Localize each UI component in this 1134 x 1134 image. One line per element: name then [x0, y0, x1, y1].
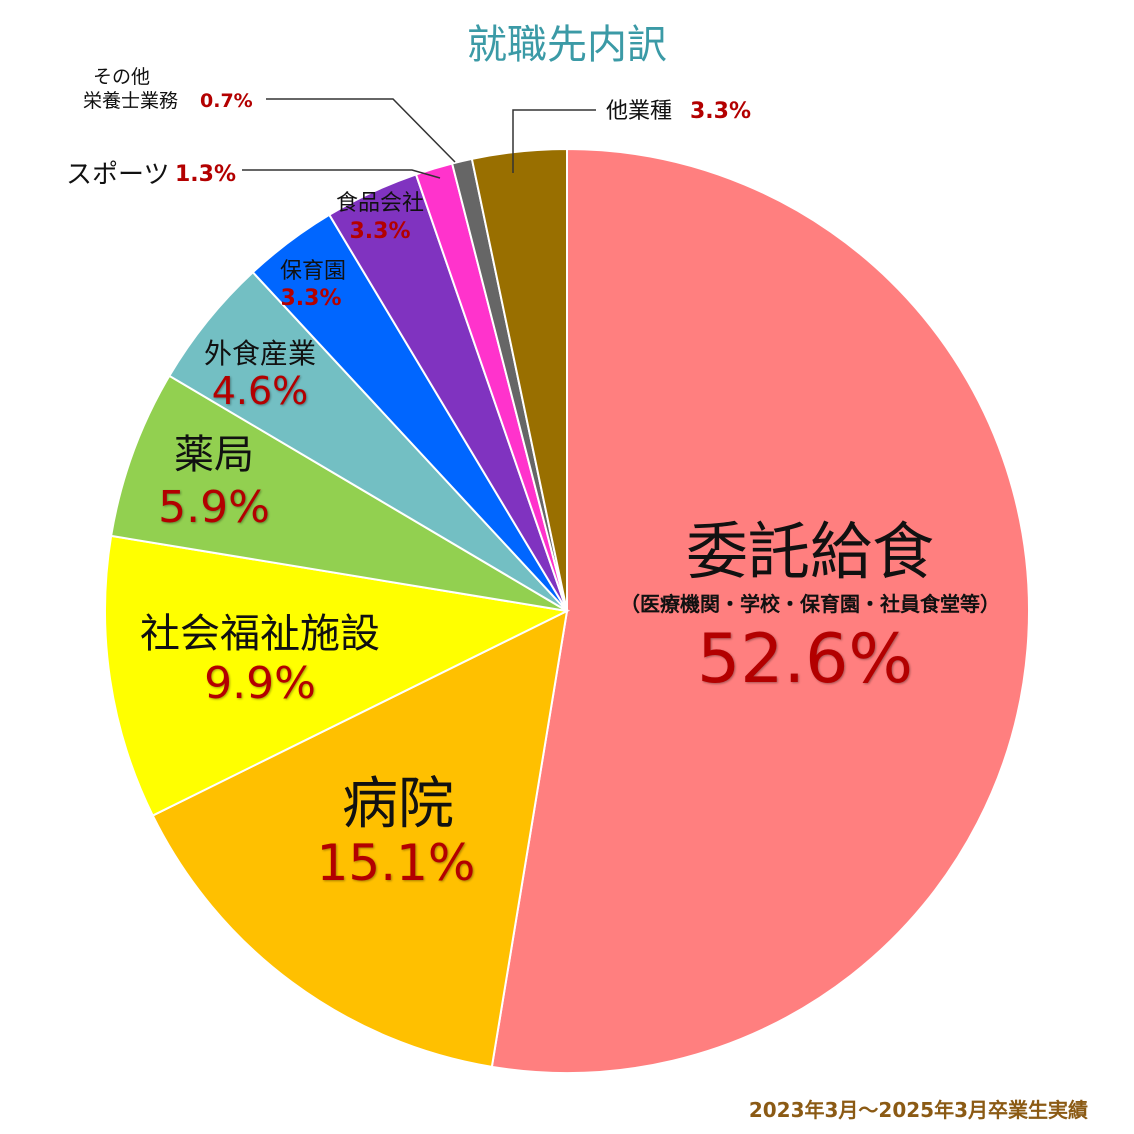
pct-gaishoku: 4.6%	[212, 369, 309, 413]
pct-sports: 1.3%	[175, 162, 236, 187]
pie-slice-2	[151, 609, 569, 1068]
leader-sonota	[266, 98, 456, 163]
label-tagyoshu: 他業種	[606, 99, 672, 124]
pie-slice-1	[490, 147, 1030, 1074]
leader-sports	[242, 169, 441, 179]
label-gaishoku: 外食産業	[204, 337, 316, 370]
label-yakkyoku: 薬局	[174, 432, 254, 478]
pct-itaku-kyushoku: 52.6%	[697, 620, 913, 699]
pie-slice-3	[104, 534, 571, 817]
pie-slices	[104, 147, 1030, 1074]
label-sports: スポーツ	[66, 160, 169, 190]
pie-slice-4	[110, 374, 568, 612]
label-sonota-line2: 栄養士業務	[83, 90, 178, 112]
pie-slice-10	[470, 147, 568, 612]
pct-yakkyoku: 5.9%	[158, 482, 270, 533]
pct-shakai-fukushi: 9.9%	[204, 658, 316, 709]
label-byoin: 病院	[342, 772, 454, 837]
pct-shokuhin: 3.3%	[349, 219, 410, 244]
label-itaku-kyushoku: 委託給食	[686, 515, 934, 588]
pct-tagyoshu: 3.3%	[690, 99, 751, 124]
label-hoikuen: 保育園	[280, 259, 346, 284]
label-itaku-kyushoku-sub: （医療機関・学校・保育園・社員食堂等）	[620, 592, 1000, 616]
pct-sonota: 0.7%	[200, 90, 253, 112]
chart-title: 就職先内訳	[467, 22, 667, 68]
label-sonota-line1: その他	[93, 66, 150, 88]
footnote: 2023年3月～2025年3月卒業生実績	[749, 1098, 1088, 1122]
label-shokuhin: 食品会社	[336, 191, 424, 216]
pct-byoin: 15.1%	[317, 834, 476, 892]
label-shakai-fukushi: 社会福祉施設	[140, 611, 380, 657]
pct-hoikuen: 3.3%	[280, 286, 341, 311]
leader-tagyoshu	[512, 109, 596, 173]
